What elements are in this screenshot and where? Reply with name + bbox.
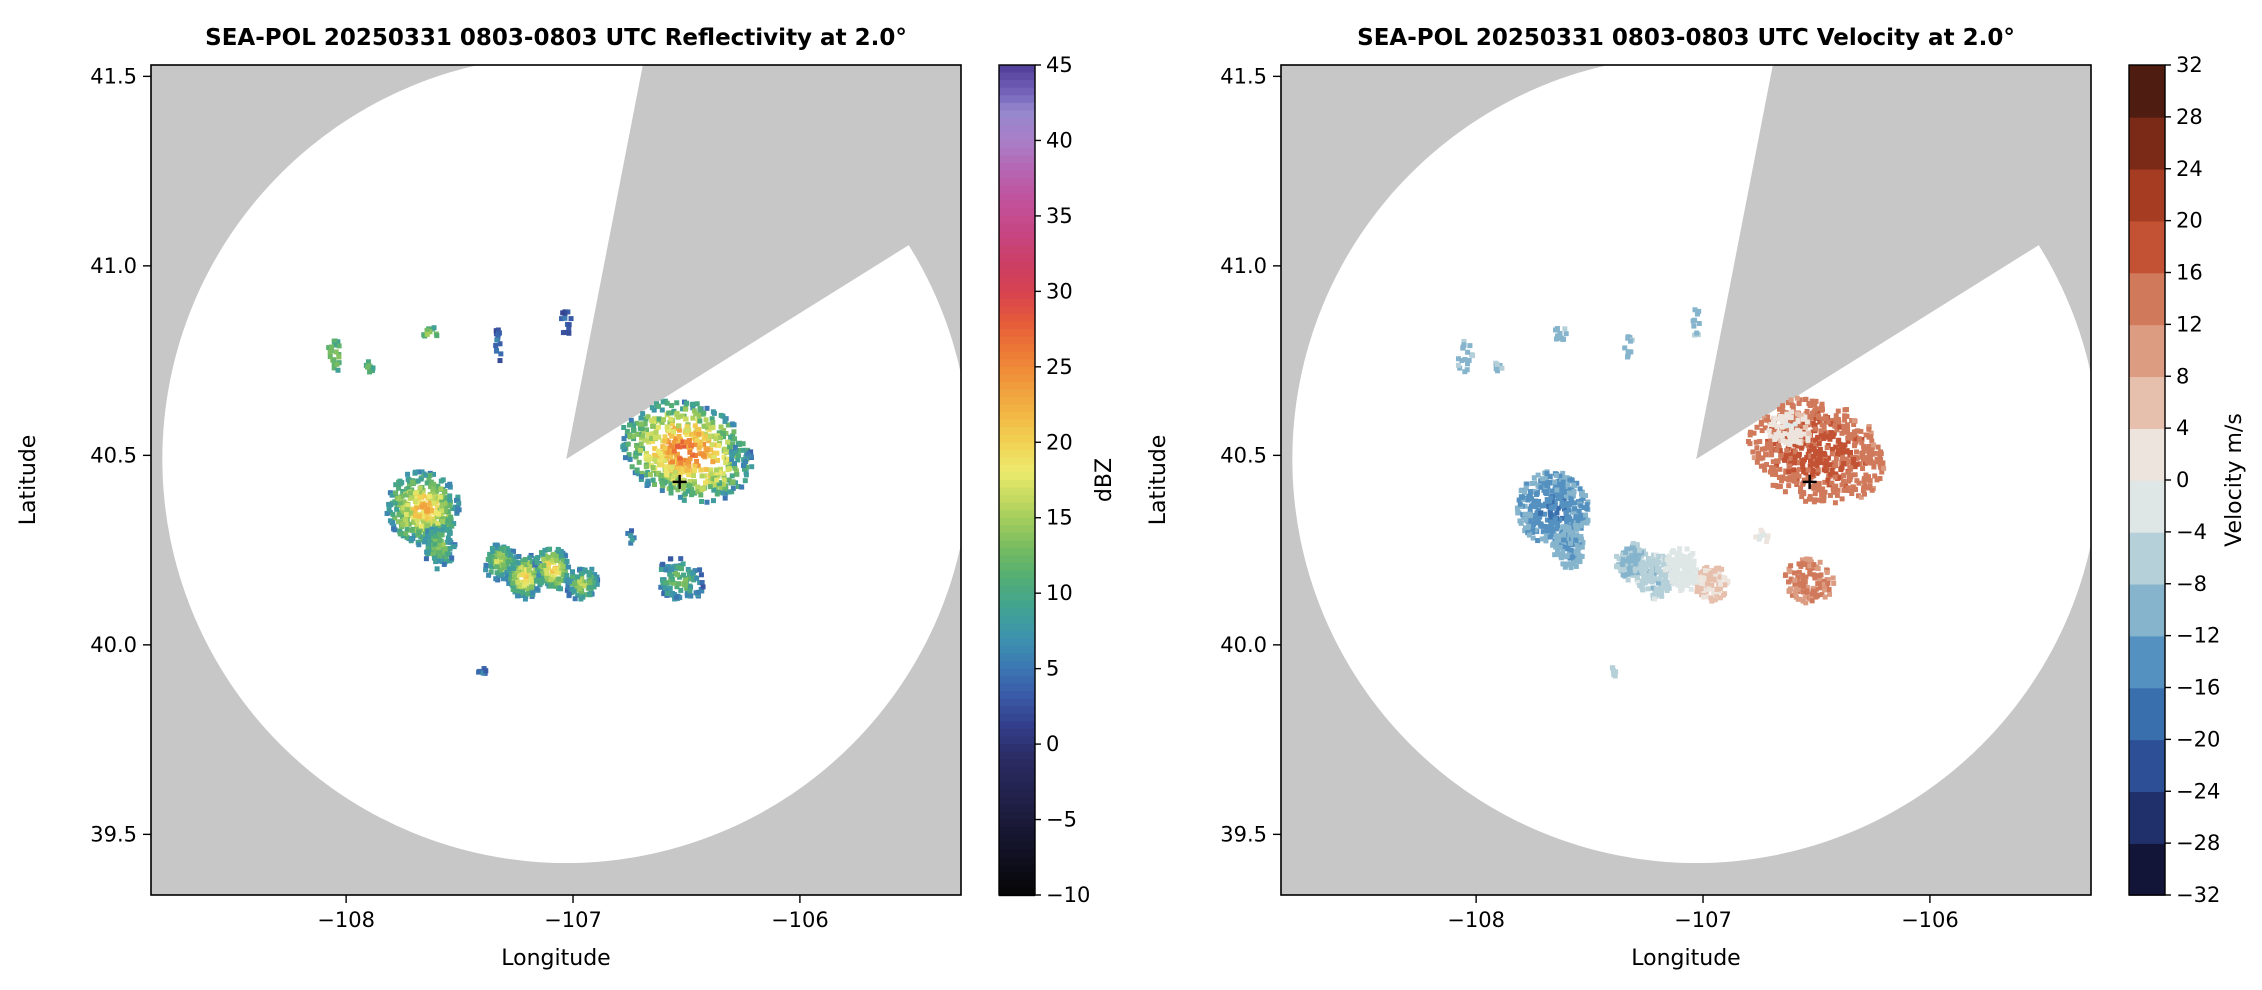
colorbar-tick-label: 45 (1046, 53, 1073, 77)
panel-title: SEA-POL 20250331 0803-0803 UTC Velocity … (1357, 25, 2015, 51)
colorbar-tick-label: −10 (1046, 883, 1090, 907)
colorbar-tick-label: 16 (2176, 261, 2203, 285)
x-tick-label: −107 (1674, 908, 1732, 932)
y-tick-label: 40.0 (90, 633, 137, 657)
colorbar-tick-label: −4 (2176, 520, 2207, 544)
echo-layer (1455, 307, 1887, 679)
y-tick-label: 41.0 (90, 254, 137, 278)
colorbar-tick-label: 8 (2176, 364, 2189, 388)
colorbar-tick-label: 0 (1046, 732, 1059, 756)
colorbar: −10 −5 0 5 10 15 20 25 30 35 40 45 dBZ (998, 53, 1117, 907)
x-tick-label: −106 (771, 908, 829, 932)
y-tick-label: 41.5 (90, 64, 137, 88)
colorbar-tick-label: 10 (1046, 581, 1073, 605)
colorbar-tick-label: −8 (2176, 572, 2207, 596)
x-tick-label: −106 (1901, 908, 1959, 932)
site-marker (672, 474, 687, 489)
colorbar-tick-label: 25 (1046, 355, 1073, 379)
axes: −108 −107 −106 39.5 40.0 40.5 41.0 41.5 (1220, 64, 1959, 932)
plot-area (1281, 65, 2091, 895)
x-tick-label: −108 (317, 908, 375, 932)
colorbar-tick-label: 30 (1046, 279, 1073, 303)
panel-title: SEA-POL 20250331 0803-0803 UTC Reflectiv… (205, 25, 907, 51)
colorbar-tick-label: 0 (2176, 468, 2189, 492)
colorbar-tick-label: −20 (2176, 727, 2220, 751)
colorbar-tick-label: −24 (2176, 779, 2220, 803)
missing-data-sector (1696, 65, 2091, 460)
axes: −108 −107 −106 39.5 40.0 40.5 41.0 41.5 (90, 64, 829, 932)
site-marker (1802, 474, 1817, 489)
plot-area (151, 65, 961, 895)
x-axis-label: Longitude (501, 946, 610, 971)
colorbar-label: dBZ (1092, 458, 1117, 502)
x-tick-label: −107 (544, 908, 602, 932)
y-tick-label: 39.5 (1220, 822, 1267, 846)
y-axis-label: Latitude (1146, 435, 1171, 526)
y-tick-label: 41.5 (1220, 64, 1267, 88)
velocity-plot: −108 −107 −106 39.5 40.0 40.5 41.0 41.5 SEA-POL … (1146, 25, 2247, 971)
y-tick-label: 40.0 (1220, 633, 1267, 657)
colorbar-tick-label: 12 (2176, 312, 2203, 336)
colorbar-tick-label: 40 (1046, 128, 1073, 152)
y-axis-label: Latitude (16, 435, 41, 526)
plot-border (150, 64, 962, 896)
colorbar-tick-label: 28 (2176, 105, 2203, 129)
colorbar-tick-label: −32 (2176, 883, 2220, 907)
colorbar-tick-label: 5 (1046, 657, 1059, 681)
y-tick-label: 40.5 (1220, 443, 1267, 467)
colorbar-border (998, 64, 1036, 896)
colorbar-tick-label: 32 (2176, 53, 2203, 77)
colorbar-tick-label: −5 (1046, 808, 1077, 832)
reflectivity-panel: −108 −107 −106 39.5 40.0 40.5 41.0 41.5 SEA-POL … (1, 5, 1131, 984)
colorbar-tick-label: 15 (1046, 506, 1073, 530)
plot-border (1280, 64, 2092, 896)
velocity-panel: −108 −107 −106 39.5 40.0 40.5 41.0 41.5 SEA-POL … (1131, 5, 2261, 984)
x-axis-label: Longitude (1631, 946, 1740, 971)
missing-data-sector (566, 65, 961, 460)
y-tick-label: 39.5 (90, 822, 137, 846)
colorbar-tick-label: −28 (2176, 831, 2220, 855)
y-tick-label: 40.5 (90, 443, 137, 467)
x-tick-label: −108 (1447, 908, 1505, 932)
echo-layer (326, 309, 755, 676)
colorbar-tick-label: −12 (2176, 624, 2220, 648)
colorbar-label: Velocity m/s (2222, 413, 2247, 547)
colorbar-tick-label: 20 (1046, 430, 1073, 454)
reflectivity-plot: −108 −107 −106 39.5 40.0 40.5 41.0 41.5 SEA-POL … (16, 25, 1117, 971)
colorbar: −32 −28 −24 −20 −16 −12 −8 −4 0 4 8 12 16 20 24 28 32 Vel… (2128, 53, 2247, 907)
colorbar-tick-label: 20 (2176, 209, 2203, 233)
colorbar-tick-label: −16 (2176, 676, 2220, 700)
colorbar-tick-label: 35 (1046, 204, 1073, 228)
colorbar-tick-label: 24 (2176, 157, 2203, 181)
colorbar-tick-label: 4 (2176, 416, 2189, 440)
y-tick-label: 41.0 (1220, 254, 1267, 278)
